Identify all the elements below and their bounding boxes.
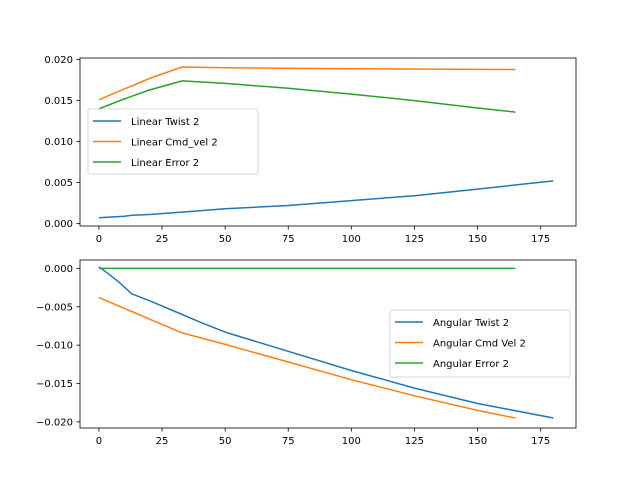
y-tick-label: 0.020 <box>44 55 73 66</box>
series-line-0-2 <box>98 80 516 113</box>
legend-label: Linear Error 2 <box>131 158 199 169</box>
linear-subplot: 0 25 50 75 100 125 150 175 0.000 0.005 0.010 0.015 0… <box>44 55 577 245</box>
y-tick-label: −0.005 <box>36 302 73 313</box>
x-tick-label: 125 <box>405 234 424 245</box>
x-tick-label: 25 <box>156 436 169 447</box>
x-tick-label: 100 <box>342 234 361 245</box>
series-line-0-0 <box>98 180 554 219</box>
x-tick-label: 75 <box>282 436 295 447</box>
legend-label: Angular Cmd Vel 2 <box>433 339 526 350</box>
y-tick-label: −0.015 <box>36 379 73 390</box>
x-tick-label: 150 <box>468 436 487 447</box>
x-tick-label: 75 <box>282 234 295 245</box>
y-tick-label: −0.010 <box>36 341 73 352</box>
x-tick-label: 150 <box>468 234 487 245</box>
legend-label: Linear Cmd_vel 2 <box>131 138 218 149</box>
x-tick-label: 125 <box>405 436 424 447</box>
legend-box <box>87 108 259 175</box>
y-tick-label: 0.005 <box>44 178 73 189</box>
x-tick-label: 175 <box>531 436 550 447</box>
series-line-1-0 <box>98 266 554 419</box>
x-tick-label: 0 <box>96 436 102 447</box>
x-tick-label: 50 <box>219 234 232 245</box>
legend-box <box>389 309 571 378</box>
legend-label: Angular Error 2 <box>433 359 509 370</box>
x-tick-label: 50 <box>219 436 232 447</box>
series-line-0-1 <box>98 66 516 101</box>
y-tick-label: 0.000 <box>44 219 73 230</box>
legend-label: Linear Twist 2 <box>131 117 199 128</box>
y-tick-label: −0.020 <box>36 417 73 428</box>
y-tick-label: 0.000 <box>44 264 73 275</box>
x-tick-label: 25 <box>156 234 169 245</box>
x-tick-label: 175 <box>531 234 550 245</box>
plot-frame <box>79 259 577 429</box>
angular-subplot: 0 25 50 75 100 125 150 175 0.000 −0.005 −0.010 −0.0… <box>36 259 577 447</box>
legend-label: Angular Twist 2 <box>433 318 509 329</box>
plot-frame <box>79 57 577 227</box>
series-line-1-1 <box>98 296 516 419</box>
y-tick-label: 0.010 <box>44 137 73 148</box>
x-tick-label: 0 <box>96 234 102 245</box>
x-tick-label: 100 <box>342 436 361 447</box>
y-tick-label: 0.015 <box>44 96 73 107</box>
